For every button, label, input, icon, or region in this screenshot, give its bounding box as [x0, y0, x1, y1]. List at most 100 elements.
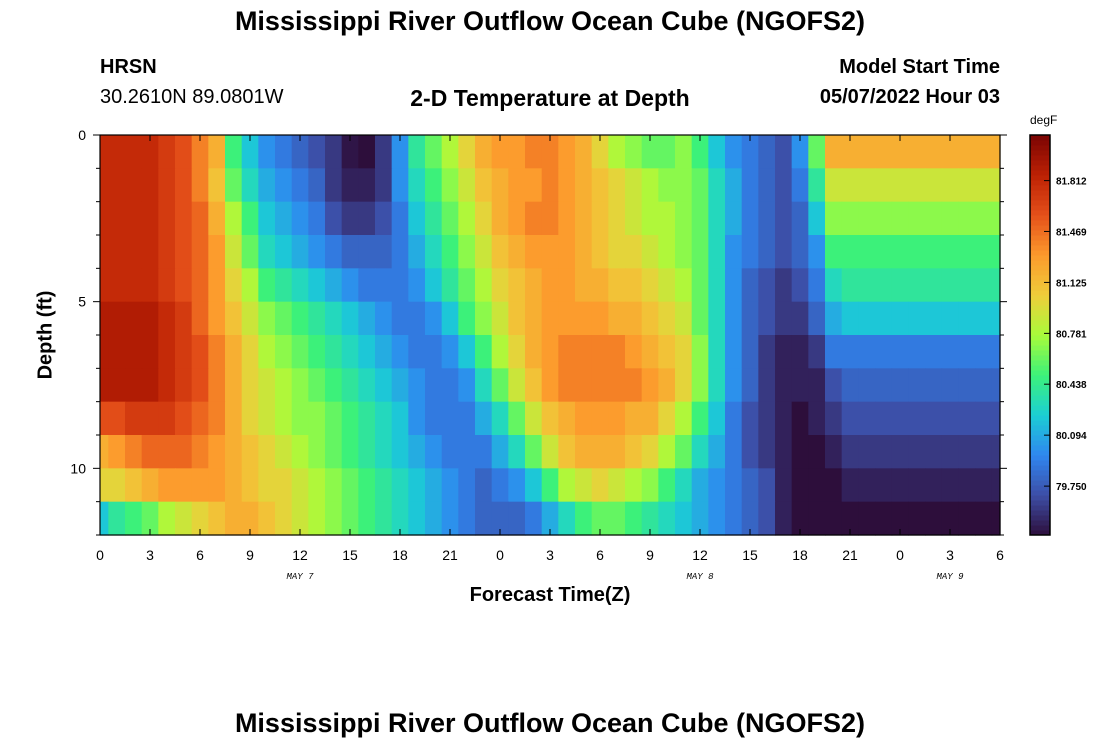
- x-tick-label: 3: [546, 547, 554, 563]
- heatmap-cell: [808, 435, 826, 469]
- heatmap-cell: [325, 368, 343, 403]
- heatmap-cell: [308, 268, 326, 303]
- heatmap-cell: [941, 168, 959, 203]
- heatmap-cell: [141, 501, 159, 536]
- heatmap-cell: [525, 468, 543, 503]
- heatmap-cell: [158, 135, 176, 169]
- heatmap-cell: [991, 201, 1001, 236]
- heatmap-cell: [808, 468, 826, 503]
- heatmap-cell: [808, 201, 826, 236]
- heatmap-cell: [358, 401, 376, 436]
- x-tick-label: 9: [246, 547, 254, 563]
- heatmap-cell: [208, 368, 226, 403]
- heatmap-cell: [308, 301, 326, 336]
- heatmap-cell: [258, 268, 276, 303]
- heatmap-cell: [100, 468, 109, 503]
- heatmap-cell: [658, 401, 676, 436]
- heatmap-cell: [391, 401, 409, 436]
- heatmap-cell: [458, 335, 476, 369]
- colorbar-segment: [1030, 460, 1050, 466]
- heatmap-cell: [375, 435, 393, 469]
- heatmap-cell: [608, 501, 626, 536]
- heatmap-cell: [791, 335, 809, 369]
- heatmap-cell: [208, 168, 226, 203]
- heatmap-cell: [958, 435, 976, 469]
- heatmap-cell: [875, 335, 893, 369]
- heatmap-cell: [741, 135, 759, 169]
- heatmap-cell: [991, 401, 1001, 436]
- heatmap-cell: [858, 201, 876, 236]
- heatmap-cell: [608, 401, 626, 436]
- heatmap-cell: [358, 468, 376, 503]
- heatmap-cell: [891, 335, 909, 369]
- heatmap-cell: [808, 135, 826, 169]
- heatmap-cell: [558, 401, 576, 436]
- colorbar-segment: [1030, 150, 1050, 156]
- heatmap-cell: [141, 368, 159, 403]
- heatmap-cell: [758, 135, 776, 169]
- heatmap-cell: [325, 168, 343, 203]
- heatmap-cell: [358, 135, 376, 169]
- heatmap-cell: [408, 268, 426, 303]
- heatmap-cell: [491, 235, 509, 269]
- heatmap-cell: [191, 201, 209, 236]
- heatmap-cell: [191, 335, 209, 369]
- heatmap-cell: [441, 401, 459, 436]
- heatmap-cell: [158, 235, 176, 269]
- heatmap-cell: [391, 201, 409, 236]
- heatmap-cell: [491, 301, 509, 336]
- heatmap-cell: [641, 368, 659, 403]
- heatmap-cell: [875, 235, 893, 269]
- heatmap-cell: [908, 135, 926, 169]
- heatmap-cell: [608, 235, 626, 269]
- colorbar-segment: [1030, 300, 1050, 306]
- heatmap-cell: [375, 135, 393, 169]
- colorbar-tick-label: 80.781: [1056, 329, 1087, 340]
- heatmap-cell: [708, 201, 726, 236]
- heatmap-cell: [208, 501, 226, 536]
- heatmap-cell: [575, 168, 593, 203]
- heatmap-cell: [525, 168, 543, 203]
- heatmap-cell: [991, 135, 1001, 169]
- heatmap-cell: [591, 135, 609, 169]
- heatmap-cell: [975, 135, 993, 169]
- heatmap-cell: [525, 135, 543, 169]
- heatmap-cell: [575, 135, 593, 169]
- heatmap-cell: [891, 435, 909, 469]
- heatmap-cell: [525, 401, 543, 436]
- heatmap-cell: [641, 435, 659, 469]
- heatmap-cell: [875, 435, 893, 469]
- heatmap-cell: [441, 168, 459, 203]
- heatmap-cell: [641, 301, 659, 336]
- heatmap-cell: [525, 301, 543, 336]
- heatmap-cell: [825, 435, 843, 469]
- heatmap-cell: [908, 335, 926, 369]
- heatmap-cell: [941, 301, 959, 336]
- heatmap-cell: [158, 368, 176, 403]
- heatmap-cell: [575, 235, 593, 269]
- heatmap-cell: [275, 368, 293, 403]
- heatmap-cell: [691, 501, 709, 536]
- x-tick-label: 21: [842, 547, 858, 563]
- heatmap-cell: [475, 135, 493, 169]
- colorbar-segment: [1030, 485, 1050, 491]
- heatmap-cell: [141, 301, 159, 336]
- heatmap-cell: [908, 468, 926, 503]
- heatmap-cell: [725, 268, 743, 303]
- heatmap-cell: [291, 168, 309, 203]
- heatmap-cell: [758, 501, 776, 536]
- heatmap-cell: [391, 168, 409, 203]
- heatmap-cell: [125, 235, 143, 269]
- heatmap-cell: [100, 135, 109, 169]
- heatmap-cell: [625, 368, 643, 403]
- heatmap-cell: [925, 368, 943, 403]
- heatmap-cell: [825, 335, 843, 369]
- colorbar-tick-label: 79.750: [1056, 482, 1087, 493]
- heatmap-cell: [958, 268, 976, 303]
- colorbar-segment: [1030, 325, 1050, 331]
- heatmap-cell: [100, 301, 109, 336]
- heatmap-cell: [258, 501, 276, 536]
- heatmap-cell: [658, 435, 676, 469]
- heatmap-cell: [225, 368, 243, 403]
- heatmap-cell: [425, 335, 443, 369]
